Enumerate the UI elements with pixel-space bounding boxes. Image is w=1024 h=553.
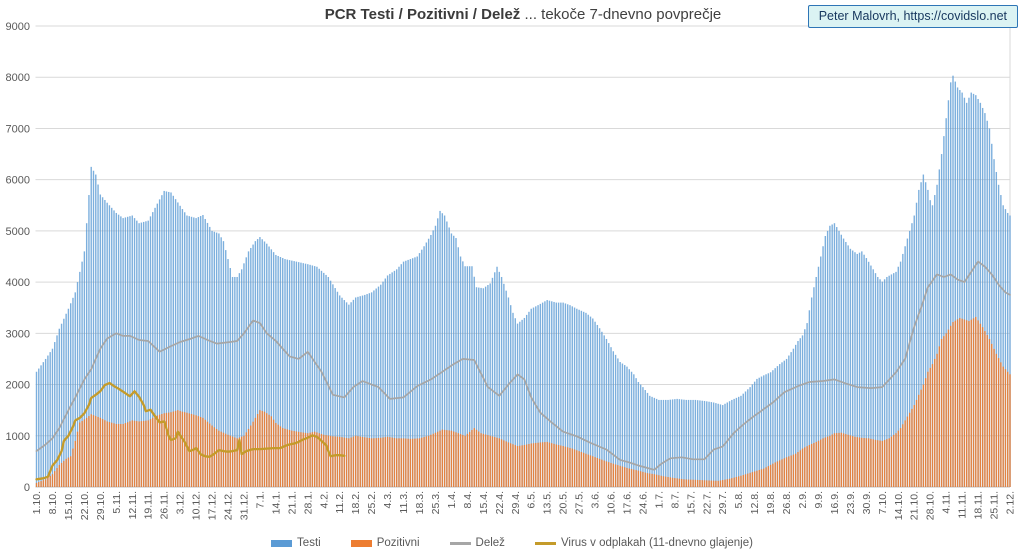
x-tick-label: 10.6.	[606, 491, 618, 514]
y-axis-labels: 0 1000 2000 3000 4000 5000 6000 7000 8000 9000	[6, 21, 30, 494]
y-tick-label: 9000	[6, 21, 30, 33]
x-tick-label: 8.10.	[47, 491, 59, 514]
x-tick-label: 27.5.	[574, 491, 586, 514]
x-tick-label: 21.1.	[286, 491, 298, 514]
x-tick-label: 15.7.	[685, 491, 697, 514]
x-tick-label: 14.10.	[893, 491, 905, 520]
x-tick-label: 21.10.	[909, 491, 921, 520]
x-tick-label: 5.8.	[733, 491, 745, 509]
x-tick-label: 7.10.	[877, 491, 889, 514]
y-tick-label: 0	[24, 482, 30, 494]
legend-item-testi: Testi	[271, 537, 321, 549]
x-tick-label: 17.12.	[207, 491, 219, 520]
virus-line	[35, 381, 346, 481]
x-tick-label: 26.8.	[781, 491, 793, 514]
x-tick-label: 25.11.	[989, 491, 1001, 519]
delez-line	[35, 260, 1011, 471]
x-tick-label: 31.12.	[239, 491, 251, 520]
x-tick-label: 28.1.	[302, 491, 314, 514]
x-tick-label: 13.5.	[542, 491, 554, 514]
legend-item-pozitivni: Pozitivni	[350, 537, 420, 549]
chart-title-suffix: ... tekoče 7-dnevno povprečje	[520, 6, 722, 23]
x-tick-label: 14.1.	[270, 491, 282, 514]
y-tick-label: 6000	[6, 175, 30, 187]
x-tick-label: 22.4.	[494, 491, 506, 514]
x-tick-label: 1.4.	[446, 491, 458, 509]
legend-label: Testi	[297, 537, 321, 549]
x-tick-label: 30.9.	[861, 491, 873, 514]
x-tick-label: 3.6.	[590, 491, 602, 509]
x-tick-label: 18.11.	[973, 491, 985, 519]
y-tick-label: 3000	[6, 328, 30, 340]
legend-item-dele: Delež	[449, 537, 505, 549]
x-tick-label: 22.7.	[701, 491, 713, 514]
x-tick-label: 15.4.	[478, 491, 490, 514]
legend-swatch-bar	[271, 539, 293, 547]
x-tick-label: 3.12.	[175, 491, 187, 514]
x-tick-label: 29.10.	[95, 491, 107, 520]
x-tick-label: 12.8.	[749, 491, 761, 514]
x-tick-label: 28.10.	[925, 491, 937, 520]
x-tick-label: 9.9.	[813, 491, 825, 509]
testi-bars	[35, 75, 1011, 488]
legend-swatch-line	[449, 541, 471, 545]
x-tick-label: 29.4.	[510, 491, 522, 514]
y-tick-label: 7000	[6, 123, 30, 135]
legend-swatch-line	[534, 541, 556, 545]
x-tick-label: 29.7.	[717, 491, 729, 514]
x-tick-label: 19.8.	[765, 491, 777, 514]
x-tick-label: 8.4.	[462, 491, 474, 509]
y-tick-label: 2000	[6, 380, 30, 392]
legend-label: Delež	[475, 537, 505, 549]
y-tick-label: 8000	[6, 72, 30, 84]
x-tick-label: 2.9.	[797, 491, 809, 509]
x-tick-label: 8.7.	[669, 491, 681, 509]
x-tick-label: 4.3.	[382, 491, 394, 509]
chart-legend: Testi Pozitivni Delež Virus v odplakah (11-…	[0, 537, 1024, 549]
y-tick-label: 5000	[6, 226, 30, 238]
x-tick-label: 16.9.	[829, 491, 841, 514]
x-tick-label: 23.9.	[845, 491, 857, 514]
legend-swatch-bar	[350, 539, 372, 547]
x-tick-label: 19.11.	[143, 491, 155, 519]
x-tick-label: 2.12.	[1005, 491, 1017, 514]
legend-label: Pozitivni	[376, 537, 420, 549]
x-tick-label: 25.2.	[366, 491, 378, 514]
x-tick-label: 17.6.	[622, 491, 634, 514]
x-tick-label: 6.5.	[526, 491, 538, 509]
x-tick-label: 5.11.	[111, 491, 123, 514]
chart-title: PCR Testi / Pozitivni / Delež ... tekoče…	[36, 6, 1010, 23]
pozitivni-bars	[35, 316, 1011, 487]
x-tick-label: 4.11.	[941, 491, 953, 514]
x-tick-label: 12.11.	[127, 491, 139, 519]
credit-badge: Peter Malovrh, https://covidslo.net	[807, 5, 1018, 28]
legend-label: Virus v odplakah (11-dnevno glajenje)	[560, 537, 753, 549]
x-tick-label: 1.7.	[653, 491, 665, 509]
x-tick-label: 7.1.	[254, 491, 266, 509]
x-tick-label: 25.3.	[430, 491, 442, 514]
x-tick-label: 22.10.	[79, 491, 91, 520]
x-tick-label: 18.3.	[414, 491, 426, 514]
x-tick-label: 1.10.	[31, 491, 43, 514]
chart-title-bold: PCR Testi / Pozitivni / Delež	[324, 6, 521, 23]
x-tick-label: 24.12.	[223, 491, 235, 520]
x-tick-label: 4.2.	[318, 491, 330, 509]
y-tick-label: 1000	[6, 431, 30, 443]
x-axis-labels: 1.10. 8.10. 15.10. 22.10. 29.10. 5.11. 12.11. 1…	[31, 491, 1017, 520]
x-tick-label: 11.11.	[957, 491, 969, 519]
x-tick-label: 20.5.	[558, 491, 570, 514]
x-tick-label: 24.6.	[637, 491, 649, 514]
x-tick-label: 26.11.	[159, 491, 171, 519]
x-tick-label: 10.12.	[191, 491, 203, 520]
x-tick-label: 11.2.	[334, 491, 346, 514]
legend-item-virus-v-odplakah-11-dnevno-glajenje: Virus v odplakah (11-dnevno glajenje)	[534, 537, 753, 549]
x-tick-label: 15.10.	[63, 491, 75, 520]
x-tick-label: 18.2.	[350, 491, 362, 514]
y-tick-label: 4000	[6, 277, 30, 289]
x-tick-label: 11.3.	[398, 491, 410, 514]
